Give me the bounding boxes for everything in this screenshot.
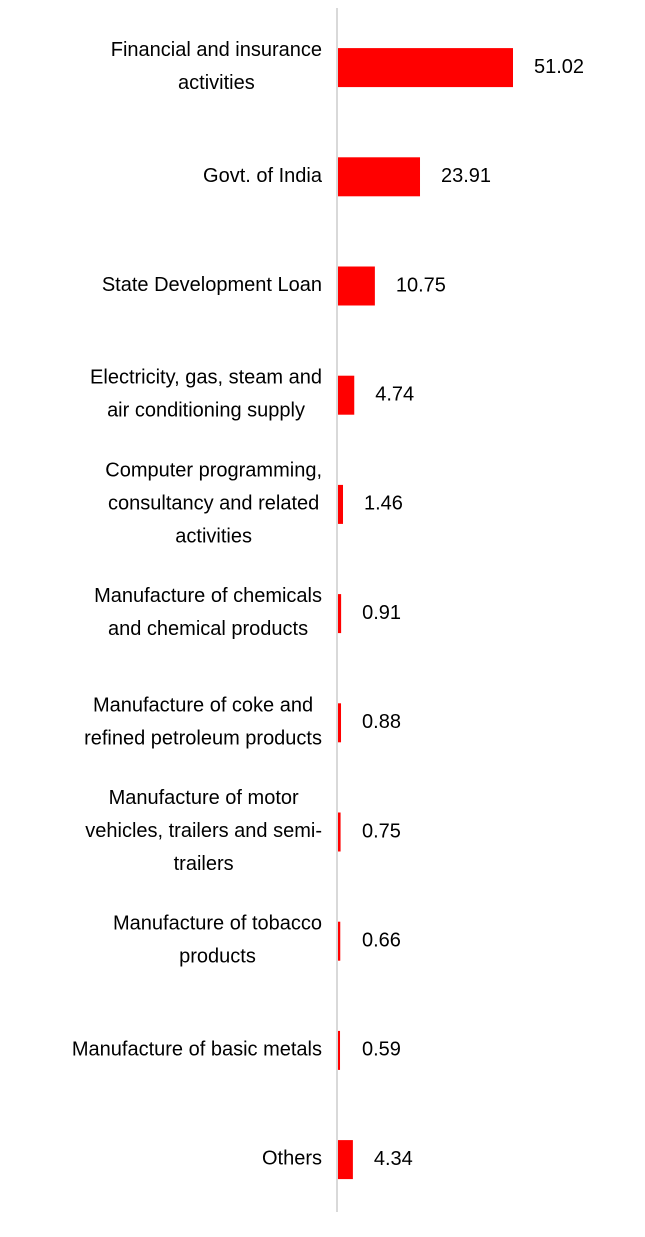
category-label-10-line-0: Others [262,1148,322,1170]
category-label-1-line-0: Govt. of India [203,165,323,187]
value-label-5: 0.91 [362,602,401,624]
category-label-6: Manufacture of coke and refined petroleum… [84,695,322,750]
bars-layer [338,48,513,1180]
category-label-1: Govt. of India [203,165,323,187]
bar-2 [338,266,375,306]
category-label-7-line-2: trailers [174,853,234,875]
value-label-10: 4.34 [374,1148,413,1170]
category-label-8: Manufacture of tobacco products [113,913,322,968]
bar-0 [338,48,513,88]
category-label-7-line-1: vehicles, trailers and semi- [85,820,322,842]
category-label-10: Others [262,1148,322,1170]
value-labels-layer: 51.02 23.91 10.75 4.74 1.46 0.91 0.88 0.75 0.66 0… [362,56,584,1170]
category-label-2: State Development Loan [102,274,322,296]
category-label-2-line-0: State Development Loan [102,274,322,296]
bar-10 [338,1140,353,1180]
category-labels-layer: Financial and insurance activities Govt. o… [72,39,323,1170]
category-label-5-line-1: and chemical products [108,618,308,640]
category-label-3-line-1: air conditioning supply [107,400,305,422]
category-label-0-line-1: activities [178,72,255,94]
bar-1 [338,157,421,197]
category-label-3: Electricity, gas, steam and air condition… [90,367,322,422]
bar-7 [338,812,341,852]
value-label-9: 0.59 [362,1039,401,1061]
category-label-0-line-0: Financial and insurance [111,39,322,61]
category-label-7: Manufacture of motor vehicles, trailers a… [85,787,322,875]
category-label-8-line-0: Manufacture of tobacco [113,913,322,935]
bar-8 [338,921,341,961]
value-label-2: 10.75 [396,274,446,296]
value-label-4: 1.46 [364,493,403,515]
category-label-4-line-0: Computer programming, [105,460,322,482]
category-label-6-line-1: refined petroleum products [84,728,322,750]
bar-9 [338,1030,341,1070]
value-label-1: 23.91 [441,165,491,187]
bar-6 [338,703,342,743]
bar-4 [338,484,344,524]
bar-3 [338,375,355,415]
category-label-4-line-1: consultancy and related [108,493,319,515]
category-label-6-line-0: Manufacture of coke and [93,695,313,717]
category-label-9-line-0: Manufacture of basic metals [72,1039,322,1061]
category-label-5: Manufacture of chemicals and chemical pro… [94,585,322,640]
value-label-3: 4.74 [375,383,414,405]
value-label-6: 0.88 [362,711,401,733]
category-label-0: Financial and insurance activities [111,39,322,94]
category-label-5-line-0: Manufacture of chemicals [94,585,322,607]
category-label-3-line-0: Electricity, gas, steam and [90,367,322,389]
category-label-9: Manufacture of basic metals [72,1039,322,1061]
value-label-7: 0.75 [362,820,401,842]
category-label-7-line-0: Manufacture of motor [109,787,299,809]
category-label-4: Computer programming, consultancy and rel… [105,460,322,548]
category-label-4-line-2: activities [175,526,252,548]
category-label-8-line-1: products [179,946,256,968]
value-label-0: 51.02 [534,56,584,78]
bar-5 [338,594,342,634]
value-label-8: 0.66 [362,929,401,951]
